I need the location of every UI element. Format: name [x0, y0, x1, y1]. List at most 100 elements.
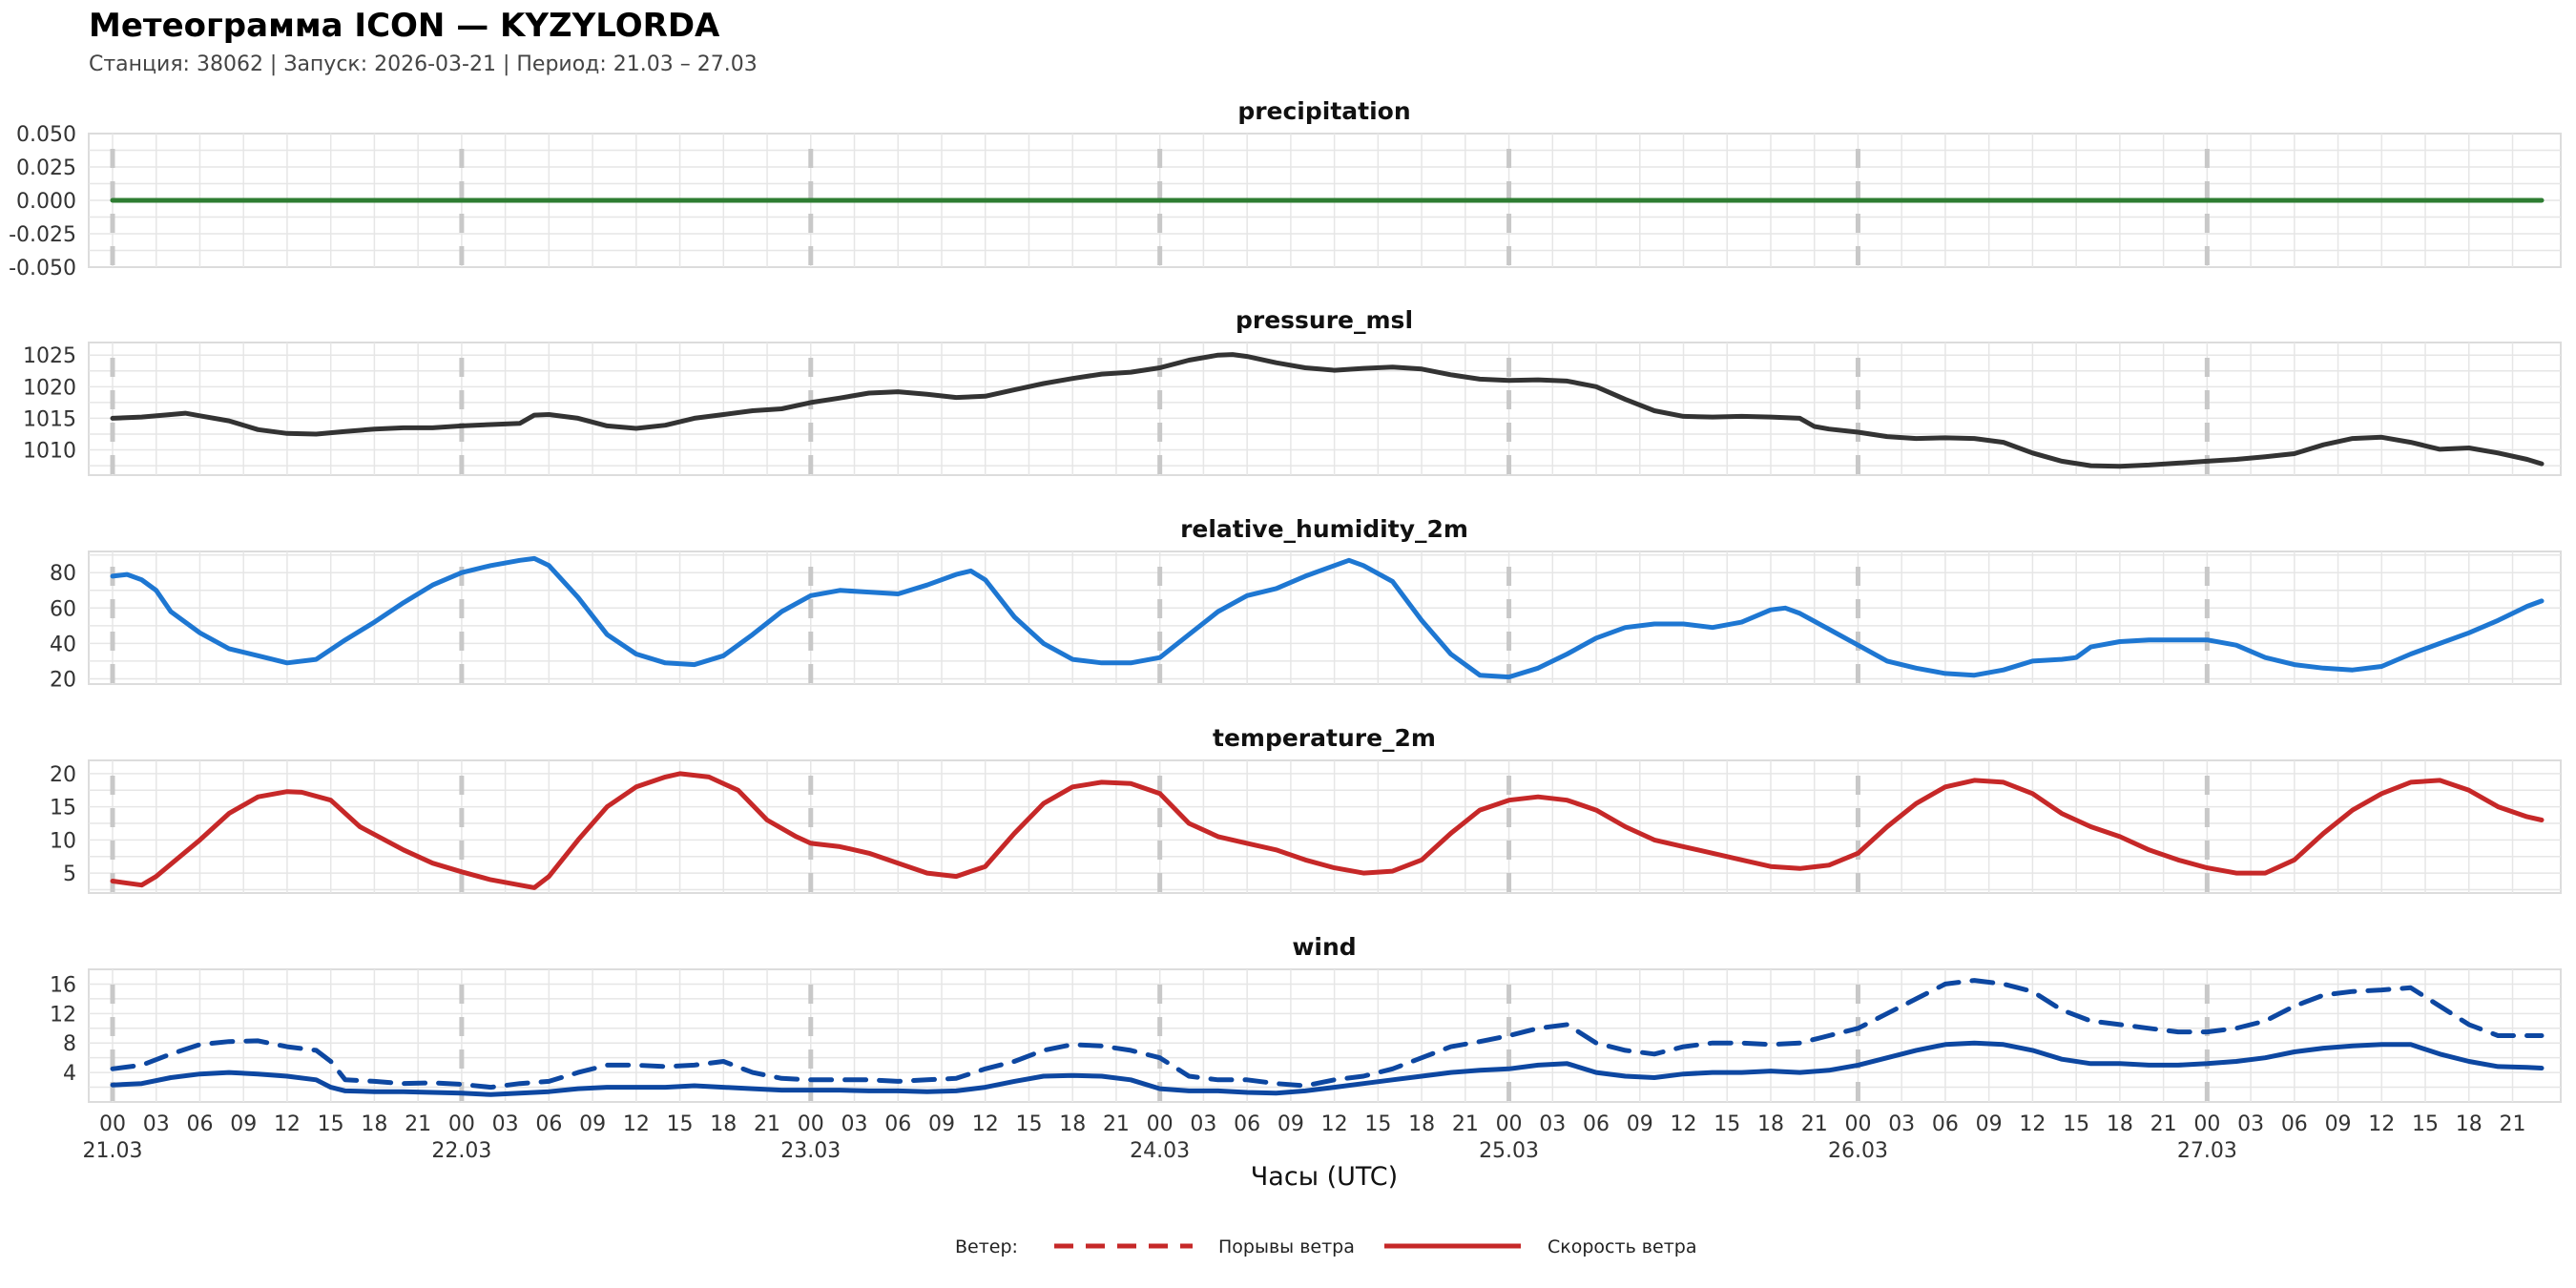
x-tick-hour: 18: [1757, 1112, 1784, 1136]
y-tick-label: 0.050: [16, 123, 76, 147]
x-tick-hour: 00: [1844, 1112, 1871, 1136]
y-tick-label: 15: [50, 797, 76, 821]
y-tick-label: 4: [63, 1062, 76, 1086]
y-tick-label: 5: [63, 862, 76, 886]
x-tick-hour: 21: [405, 1112, 431, 1136]
x-tick-hour: 09: [1278, 1112, 1304, 1136]
y-tick-label: 60: [50, 597, 76, 621]
x-tick-day: 25.03: [1479, 1139, 1539, 1163]
page-title: Метеограмма ICON — KYZYLORDA: [89, 7, 720, 45]
x-tick-hour: 18: [2456, 1112, 2483, 1136]
panel-frame: [88, 759, 2562, 894]
x-tick-hour: 18: [710, 1112, 737, 1136]
panel-title: wind: [1292, 933, 1356, 961]
panel-wind: 16 12 8 4 wind: [50, 933, 2562, 1103]
x-tick-hour: 00: [448, 1112, 475, 1136]
x-tick-hour: 15: [1714, 1112, 1740, 1136]
x-tick-hour: 15: [2412, 1112, 2439, 1136]
legend-label-speed: Скорость ветра: [1548, 1236, 1696, 1257]
panel-title: temperature_2m: [1213, 724, 1436, 752]
panel-title: relative_humidity_2m: [1180, 515, 1468, 543]
x-tick-hour: 00: [1147, 1112, 1174, 1136]
chart-panels: 0.050 0.025 0.000 -0.025 -0.050 precipitation…: [9, 97, 2562, 1103]
x-tick-hour: 15: [667, 1112, 694, 1136]
x-tick-hour: 12: [623, 1112, 650, 1136]
y-tick-label: -0.050: [9, 257, 76, 280]
y-tick-label: 1025: [23, 344, 76, 368]
x-tick-hour: 12: [2019, 1112, 2046, 1136]
x-tick-hour: 03: [2237, 1112, 2264, 1136]
x-tick-hour: 21: [2500, 1112, 2526, 1136]
panel-temperature_2m: 20 15 10 5 temperature_2m: [50, 724, 2562, 894]
x-tick-hour: 12: [1321, 1112, 1348, 1136]
series-line-relative_humidity_2m-0: [110, 555, 2545, 680]
panel-frame: [88, 551, 2562, 685]
x-tick-hour: 09: [1627, 1112, 1653, 1136]
x-tick-hour: 00: [99, 1112, 126, 1136]
x-tick-hour: 12: [972, 1112, 999, 1136]
x-tick-hour: 18: [361, 1112, 387, 1136]
x-tick-hour: 18: [2107, 1112, 2133, 1136]
y-tick-label: 10: [50, 829, 76, 853]
x-tick-hour: 15: [2063, 1112, 2089, 1136]
x-tick-hour: 09: [928, 1112, 955, 1136]
x-tick-hour: 21: [1103, 1112, 1130, 1136]
x-tick-hour: 15: [1015, 1112, 1042, 1136]
y-tick-label: 0.025: [16, 156, 76, 180]
x-tick-day: 22.03: [431, 1139, 491, 1163]
panel-precipitation: 0.050 0.025 0.000 -0.025 -0.050 precipitation: [9, 97, 2562, 280]
x-tick-hour: 06: [884, 1112, 911, 1136]
panel-frame: [88, 342, 2562, 476]
y-tick-label: 20: [50, 763, 76, 787]
x-tick-hour: 03: [1539, 1112, 1566, 1136]
x-tick-hour: 00: [798, 1112, 824, 1136]
legend-label-gusts: Порывы ветра: [1218, 1236, 1355, 1257]
panel-title: precipitation: [1237, 97, 1410, 125]
panel-relative_humidity_2m: 80 60 40 20 relative_humidity_2m: [50, 515, 2562, 692]
y-tick-label: 8: [63, 1032, 76, 1056]
legend-title: Ветер:: [955, 1236, 1018, 1257]
y-tick-label: 40: [50, 633, 76, 656]
series-line-wind-0: [110, 978, 2545, 1091]
series-line-pressure_msl-0: [110, 352, 2545, 469]
x-tick-hour: 06: [1234, 1112, 1260, 1136]
x-tick-hour: 09: [2325, 1112, 2352, 1136]
x-tick-day: 24.03: [1130, 1139, 1190, 1163]
x-tick-hour: 12: [274, 1112, 301, 1136]
series-line-wind-1: [110, 1040, 2545, 1097]
panel-pressure_msl: 1025 1020 1015 1010 pressure_msl: [23, 306, 2562, 476]
x-axis: 00 03 06 09 12 15 18 21 00 03 06 09 12 15 18 21 00 03 06 09…: [83, 1112, 2526, 1163]
y-tick-label: 20: [50, 668, 76, 692]
x-tick-hour: 15: [1364, 1112, 1391, 1136]
page-subtitle: Станция: 38062 | Запуск: 2026-03-21 | Пе…: [89, 52, 758, 76]
x-tick-day: 21.03: [83, 1139, 143, 1163]
y-tick-label: 1015: [23, 407, 76, 431]
y-tick-label: 1020: [23, 376, 76, 400]
x-tick-hour: 09: [230, 1112, 257, 1136]
x-tick-hour: 03: [1190, 1112, 1216, 1136]
x-tick-hour: 00: [1496, 1112, 1523, 1136]
x-tick-hour: 03: [1888, 1112, 1915, 1136]
y-tick-label: 0.000: [16, 190, 76, 214]
x-tick-hour: 09: [1976, 1112, 2003, 1136]
x-tick-hour: 06: [535, 1112, 562, 1136]
x-tick-day: 27.03: [2177, 1139, 2237, 1163]
x-tick-hour: 09: [579, 1112, 606, 1136]
x-tick-day: 23.03: [780, 1139, 841, 1163]
x-tick-hour: 21: [2150, 1112, 2177, 1136]
x-tick-hour: 12: [1671, 1112, 1697, 1136]
x-tick-day: 26.03: [1828, 1139, 1888, 1163]
x-axis-label: Часы (UTC): [1251, 1162, 1398, 1192]
y-tick-label: 80: [50, 562, 76, 586]
x-tick-hour: 06: [2281, 1112, 2308, 1136]
x-tick-hour: 00: [2193, 1112, 2220, 1136]
y-tick-label: 1010: [23, 440, 76, 464]
x-tick-hour: 06: [1583, 1112, 1610, 1136]
y-tick-label: 12: [50, 1003, 76, 1027]
x-tick-hour: 18: [1408, 1112, 1435, 1136]
x-tick-hour: 18: [1059, 1112, 1086, 1136]
x-tick-hour: 06: [1932, 1112, 1959, 1136]
x-tick-hour: 03: [841, 1112, 868, 1136]
series-line-temperature_2m-0: [110, 771, 2545, 890]
